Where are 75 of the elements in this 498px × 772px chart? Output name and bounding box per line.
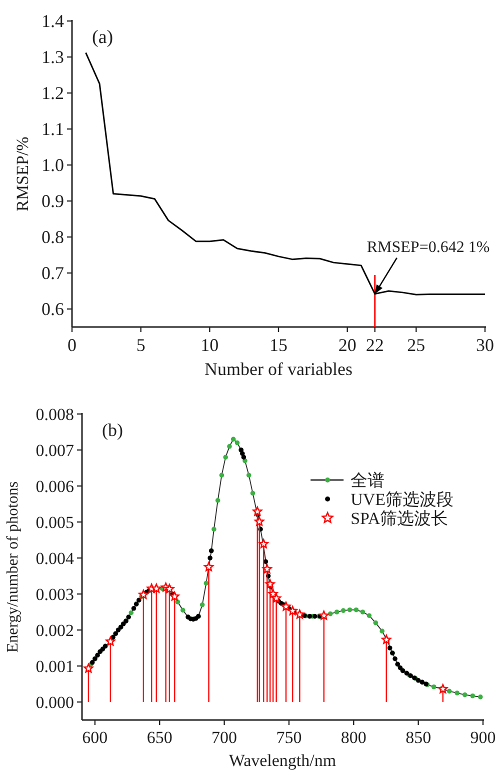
point [252, 506, 262, 516]
x-tick-label: 30 [476, 335, 494, 355]
annotation: (b) [102, 420, 123, 440]
point [288, 606, 298, 616]
x-tick-label: 600 [82, 728, 108, 747]
x-tick-label: 900 [470, 728, 496, 747]
point [319, 610, 329, 620]
y-tick-label: 0.005 [36, 512, 74, 532]
point [138, 590, 148, 599]
point [131, 606, 136, 611]
x-axis-title: Number of variables [204, 359, 352, 379]
point [382, 634, 392, 644]
y-tick-label: 0.7 [42, 263, 64, 284]
y-tick-label: 0.006 [36, 476, 74, 496]
x-tick-label: 800 [340, 728, 366, 747]
x-tick-label: 750 [276, 728, 302, 747]
point [254, 516, 264, 526]
y-tick-label: 1.1 [42, 119, 64, 140]
x-tick-label: 850 [406, 728, 432, 747]
point [164, 584, 174, 594]
x-tick-label: 5 [136, 335, 146, 355]
legend-label: SPA筛选波长 [350, 509, 448, 528]
y-tick-label: 1.4 [42, 11, 64, 32]
point [240, 451, 245, 456]
point [271, 593, 282, 603]
y-tick-label: 0.002 [36, 620, 74, 640]
x-tick-label: 650 [146, 728, 172, 747]
point [281, 602, 291, 611]
point [152, 584, 162, 593]
point [416, 678, 421, 683]
point [262, 564, 272, 574]
point [126, 614, 131, 620]
y-axis-title: RMSEP/% [12, 136, 32, 212]
x-tick-label: 20 [338, 335, 356, 355]
point [208, 556, 212, 560]
y-tick-label: 1.3 [42, 47, 64, 68]
y-tick-label: 0.6 [42, 299, 64, 320]
y-tick-label: 1.0 [42, 155, 64, 176]
x-tick-label: 10 [200, 335, 219, 355]
legend-label: 全谱 [350, 471, 385, 490]
point [258, 538, 268, 548]
point [387, 646, 392, 650]
point [294, 610, 305, 619]
point [265, 579, 275, 588]
y-tick-label: 1.2 [42, 83, 64, 104]
y-tick-label: 0.001 [36, 656, 74, 676]
x-axis-title: Wavelength/nm [228, 751, 336, 770]
y-tick-label: 0.004 [36, 548, 74, 568]
point [106, 636, 116, 646]
x-tick-label: 22 [366, 335, 384, 355]
point [204, 562, 214, 572]
point [241, 454, 246, 460]
point [392, 656, 398, 662]
point [95, 652, 100, 658]
point [136, 598, 142, 603]
annotation: RMSEP=0.642 1% [366, 238, 490, 256]
point [404, 670, 410, 676]
y-axis-title: Energy/number of photons [4, 481, 22, 653]
y-tick-label: 0.007 [36, 440, 74, 460]
y-tick-label: 0.003 [36, 584, 74, 604]
point [438, 684, 448, 694]
x-tick-label: 25 [407, 335, 426, 355]
legend-label: UVE筛选波段 [350, 490, 454, 509]
y-tick-label: 0.9 [42, 191, 64, 212]
x-tick-label: 15 [270, 335, 288, 355]
y-tick-label: 0.8 [42, 227, 64, 248]
annotation: (a) [92, 27, 114, 48]
point [84, 664, 94, 673]
x-tick-label: 700 [212, 728, 238, 747]
point [307, 614, 312, 619]
x-tick-label: 0 [68, 335, 76, 355]
y-tick-label: 0.008 [36, 404, 74, 424]
point [170, 592, 180, 601]
y-tick-label: 0.000 [36, 692, 74, 712]
point [312, 614, 318, 619]
